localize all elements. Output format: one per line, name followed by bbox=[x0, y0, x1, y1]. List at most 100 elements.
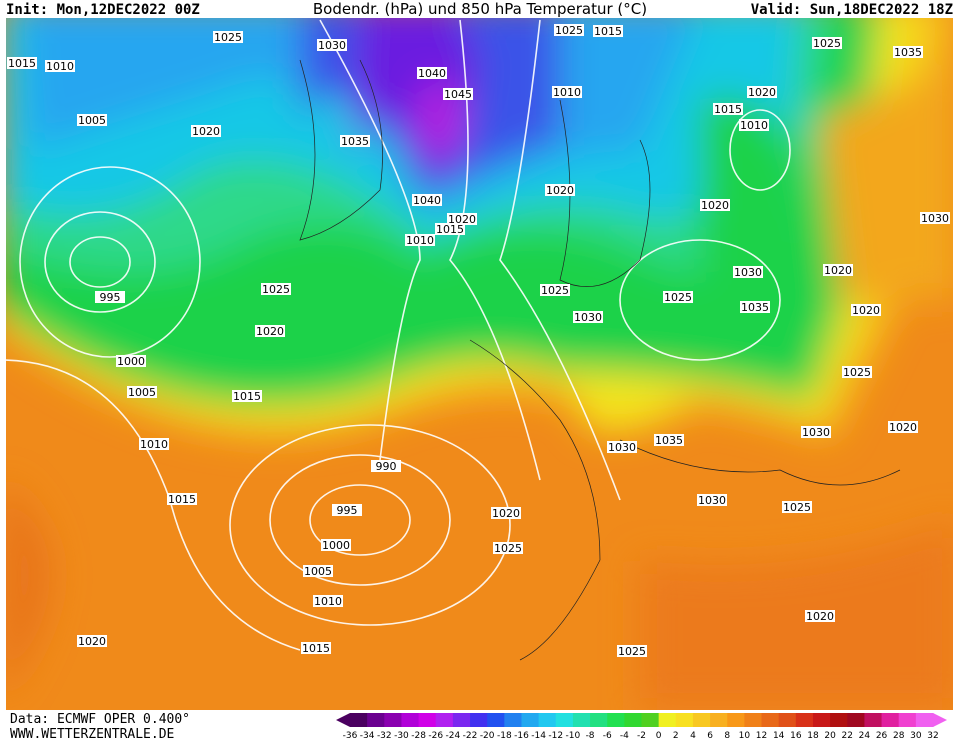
isobar-label: 1010 bbox=[46, 60, 74, 73]
isobar-label-bg bbox=[303, 565, 333, 577]
isobar-label: 1020 bbox=[78, 635, 106, 648]
isobar-label-bg bbox=[782, 501, 812, 513]
isobar-label: 1035 bbox=[341, 135, 369, 148]
colorbar-tick-label: 18 bbox=[807, 731, 819, 741]
isobar-label: 1025 bbox=[664, 291, 692, 304]
isobar-label-bg bbox=[412, 194, 442, 206]
colorbar-tick-label: -12 bbox=[548, 731, 563, 741]
isobar-label-bg bbox=[447, 213, 477, 225]
isobar-label-bg bbox=[593, 25, 623, 37]
isobar-label-bg bbox=[893, 46, 923, 58]
isobar-label: 1035 bbox=[741, 301, 769, 314]
isobar-label: 1035 bbox=[894, 46, 922, 59]
colorbar-tick-label: 30 bbox=[910, 731, 922, 741]
isobar-label-bg bbox=[888, 421, 918, 433]
colorbar-tick-label: -22 bbox=[463, 731, 478, 741]
isobar-label: 1020 bbox=[448, 213, 476, 226]
colorbar-swatch bbox=[864, 713, 883, 727]
title: Bodendr. (hPa) und 850 hPa Temperatur (°… bbox=[313, 0, 647, 18]
colorbar-swatch bbox=[795, 713, 814, 727]
isobar-label: 1005 bbox=[304, 565, 332, 578]
colorbar-swatch bbox=[555, 713, 574, 727]
colorbar-swatch bbox=[812, 713, 831, 727]
isobar-label-bg bbox=[167, 493, 197, 505]
colorbar-tick-label: 26 bbox=[876, 731, 888, 741]
isobar-label: 1015 bbox=[168, 493, 196, 506]
colorbar-swatch bbox=[470, 713, 488, 727]
isobar-label-bg bbox=[607, 441, 637, 453]
colorbar-swatch bbox=[692, 713, 711, 727]
colorbar-swatch bbox=[847, 713, 865, 727]
isobar-label-bg bbox=[812, 37, 842, 49]
colorbar-swatch bbox=[504, 713, 522, 727]
colorbar-swatch bbox=[778, 713, 797, 727]
isobar-label: 995 bbox=[100, 291, 121, 304]
isobar-label: 1020 bbox=[806, 610, 834, 623]
isobar-label-bg bbox=[740, 301, 770, 313]
isobar-label: 1020 bbox=[748, 86, 776, 99]
isobar-label-bg bbox=[405, 234, 435, 246]
isobar-label: 1010 bbox=[314, 595, 342, 608]
colorbar-swatch bbox=[452, 713, 471, 727]
isobar-label-bg bbox=[801, 426, 831, 438]
isobar-label-bg bbox=[654, 434, 684, 446]
colorbar-tick-label: 20 bbox=[824, 731, 836, 741]
colorbar-swatch bbox=[915, 713, 934, 727]
colorbar: -36 -34 -32 -30 -28 -26 -24 -22 -20 -18 -16 -14 -12-… bbox=[336, 713, 947, 741]
colorbar-swatch bbox=[710, 713, 728, 727]
colorbar-tick-label: 2 bbox=[673, 731, 679, 741]
isobar-label-bg bbox=[417, 67, 447, 79]
isobar-label: 1005 bbox=[128, 386, 156, 399]
isobar-label: 1030 bbox=[921, 212, 949, 225]
isobar-label: 1020 bbox=[546, 184, 574, 197]
colorbar-tick-label: -36 bbox=[343, 731, 358, 741]
isobar-label: 990 bbox=[376, 460, 397, 473]
isobar-label-bg bbox=[435, 223, 465, 235]
isobar-label: 1015 bbox=[302, 642, 330, 655]
colorbar-tick-label: 32 bbox=[927, 731, 938, 741]
isobar-label-bg bbox=[545, 184, 575, 196]
isobar-label: 1025 bbox=[541, 284, 569, 297]
isobar-label-bg bbox=[823, 264, 853, 276]
isobar-label: 1010 bbox=[406, 234, 434, 247]
isobar-label: 1020 bbox=[701, 199, 729, 212]
isobar-label-bg bbox=[232, 390, 262, 402]
isobar-label-bg bbox=[371, 460, 401, 472]
isobar-label: 1025 bbox=[783, 501, 811, 514]
colorbar-swatch bbox=[401, 713, 420, 727]
isobar-label-bg bbox=[617, 645, 647, 657]
colorbar-tick-label: -6 bbox=[603, 731, 612, 741]
isobar-label-bg bbox=[116, 355, 146, 367]
isobar-label-bg bbox=[332, 504, 362, 516]
isobar-label: 1020 bbox=[824, 264, 852, 277]
isobar-label-bg bbox=[255, 325, 285, 337]
isobar-label-bg bbox=[739, 119, 769, 131]
isobar-label-bg bbox=[920, 212, 950, 224]
colorbar-swatch bbox=[572, 713, 591, 727]
isobar-label-bg bbox=[663, 291, 693, 303]
colorbar-tick-label: 12 bbox=[756, 731, 767, 741]
colorbar-tick-label: -34 bbox=[360, 731, 375, 741]
colorbar-tick-label: -30 bbox=[394, 731, 409, 741]
isobar-label: 1025 bbox=[843, 366, 871, 379]
colorbar-swatch bbox=[487, 713, 505, 727]
isobar-label-bg bbox=[747, 86, 777, 98]
colorbar-swatch bbox=[624, 713, 642, 727]
isobar-label: 1025 bbox=[555, 24, 583, 37]
colorbar-swatch bbox=[744, 713, 763, 727]
isobar-label-bg bbox=[697, 494, 727, 506]
colorbar-swatch bbox=[607, 713, 625, 727]
colorbar-tick-label: -28 bbox=[411, 731, 426, 741]
isobar-label: 1025 bbox=[494, 542, 522, 555]
valid-time: Valid: Sun,18DEC2022 18Z bbox=[751, 2, 953, 18]
isobar-label: 1005 bbox=[78, 114, 106, 127]
isobar-label: 1030 bbox=[318, 39, 346, 52]
init-time: Init: Mon,12DEC2022 00Z bbox=[6, 2, 200, 18]
colorbar-tick-label: -14 bbox=[531, 731, 546, 741]
colorbar-arrow-high bbox=[933, 713, 947, 727]
isobar-label-bg bbox=[540, 284, 570, 296]
colorbar-tick-label: 28 bbox=[893, 731, 905, 741]
colorbar-swatch bbox=[367, 713, 385, 727]
colorbar-swatch bbox=[675, 713, 694, 727]
isobar-label: 995 bbox=[337, 504, 358, 517]
